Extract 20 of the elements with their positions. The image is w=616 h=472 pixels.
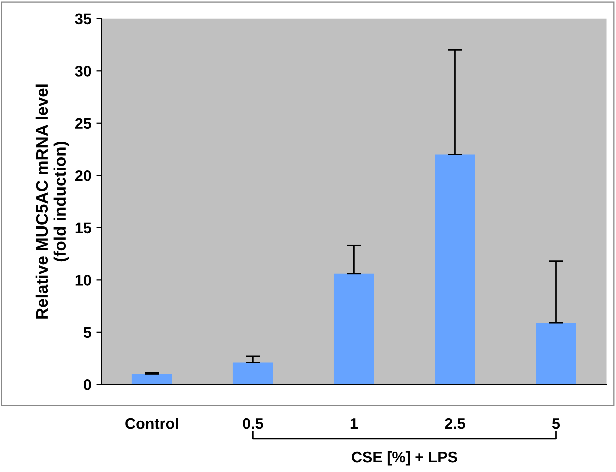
y-tick-label: 0 <box>84 380 92 390</box>
bar <box>232 362 274 385</box>
x-tick-label: 1 <box>350 418 358 430</box>
bar <box>334 274 374 385</box>
bar <box>536 323 576 385</box>
x-tick-label: Control <box>126 418 178 430</box>
y-axis-title: Relative MUC5AC mRNA level (fold induction) <box>36 84 70 319</box>
y-tick-label: 25 <box>75 118 92 130</box>
y-tick-label: 20 <box>75 170 92 182</box>
bar <box>435 154 476 385</box>
y-tick-label: 15 <box>76 222 92 234</box>
x-axis-title: CSE [%] + LPS <box>352 451 458 466</box>
bar <box>132 374 172 385</box>
x-tick-label: 2.5 <box>445 418 466 430</box>
y-tick-label: 30 <box>75 66 92 77</box>
y-tick-label: 10 <box>76 275 92 286</box>
y-tick-label: 5 <box>84 327 92 338</box>
y-tick-label: 35 <box>75 14 92 25</box>
x-tick-label: 5 <box>552 418 560 430</box>
x-tick-label: 0.5 <box>243 418 264 430</box>
